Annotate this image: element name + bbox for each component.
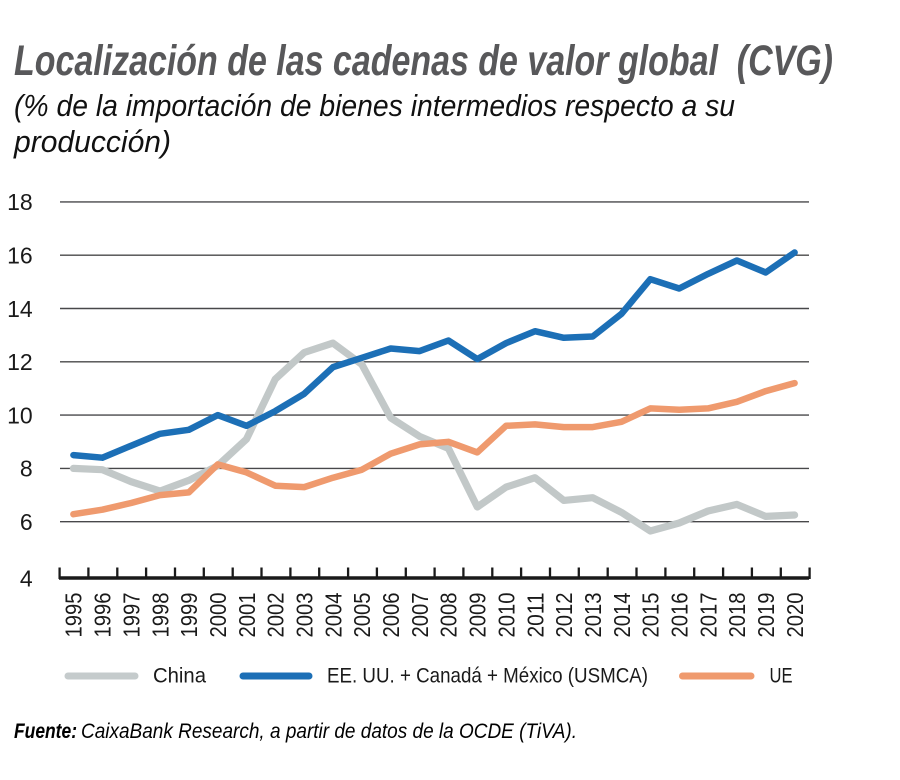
svg-text:EE. UU. + Canadá + México (USM: EE. UU. + Canadá + México (USMCA) bbox=[327, 664, 648, 688]
svg-text:(% de la importación de bienes: (% de la importación de bienes intermedi… bbox=[14, 88, 735, 123]
svg-text:2002: 2002 bbox=[263, 593, 289, 638]
svg-text:2000: 2000 bbox=[205, 593, 231, 638]
svg-text:Fuente:: Fuente: bbox=[14, 720, 77, 743]
svg-text:CaixaBank Research, a partir d: CaixaBank Research, a partir de datos de… bbox=[81, 720, 577, 743]
svg-text:2020: 2020 bbox=[782, 593, 808, 638]
svg-text:2015: 2015 bbox=[638, 593, 664, 638]
svg-text:2006: 2006 bbox=[378, 593, 404, 638]
svg-text:12: 12 bbox=[7, 349, 33, 375]
svg-text:10: 10 bbox=[7, 402, 33, 428]
svg-text:1997: 1997 bbox=[118, 593, 144, 638]
svg-text:UE: UE bbox=[770, 664, 793, 688]
svg-text:4: 4 bbox=[20, 565, 33, 591]
svg-text:2004: 2004 bbox=[320, 592, 346, 637]
svg-text:2019: 2019 bbox=[753, 593, 779, 638]
svg-text:2009: 2009 bbox=[465, 593, 491, 638]
svg-text:China: China bbox=[153, 664, 206, 688]
svg-text:2008: 2008 bbox=[436, 593, 462, 638]
svg-text:14: 14 bbox=[7, 296, 33, 322]
svg-text:18: 18 bbox=[7, 189, 33, 215]
svg-text:6: 6 bbox=[20, 509, 33, 535]
svg-text:1999: 1999 bbox=[176, 593, 202, 638]
svg-text:2003: 2003 bbox=[292, 593, 318, 638]
svg-text:8: 8 bbox=[20, 456, 33, 482]
svg-text:2014: 2014 bbox=[609, 592, 635, 637]
svg-text:2001: 2001 bbox=[234, 593, 260, 638]
svg-text:16: 16 bbox=[7, 243, 33, 269]
svg-text:2007: 2007 bbox=[407, 593, 433, 638]
svg-text:1996: 1996 bbox=[90, 593, 116, 638]
svg-text:2012: 2012 bbox=[551, 593, 577, 638]
svg-text:Localización de las cadenas de: Localización de las cadenas de valor glo… bbox=[14, 38, 833, 85]
svg-text:2005: 2005 bbox=[349, 593, 375, 638]
svg-text:producción): producción) bbox=[13, 124, 171, 159]
svg-text:2010: 2010 bbox=[493, 593, 519, 638]
svg-text:2016: 2016 bbox=[667, 593, 693, 638]
svg-text:1995: 1995 bbox=[61, 593, 87, 638]
svg-text:2017: 2017 bbox=[695, 593, 721, 638]
svg-text:2011: 2011 bbox=[522, 593, 548, 638]
svg-text:2013: 2013 bbox=[580, 593, 606, 638]
svg-text:2018: 2018 bbox=[724, 593, 750, 638]
svg-text:1998: 1998 bbox=[147, 593, 173, 638]
